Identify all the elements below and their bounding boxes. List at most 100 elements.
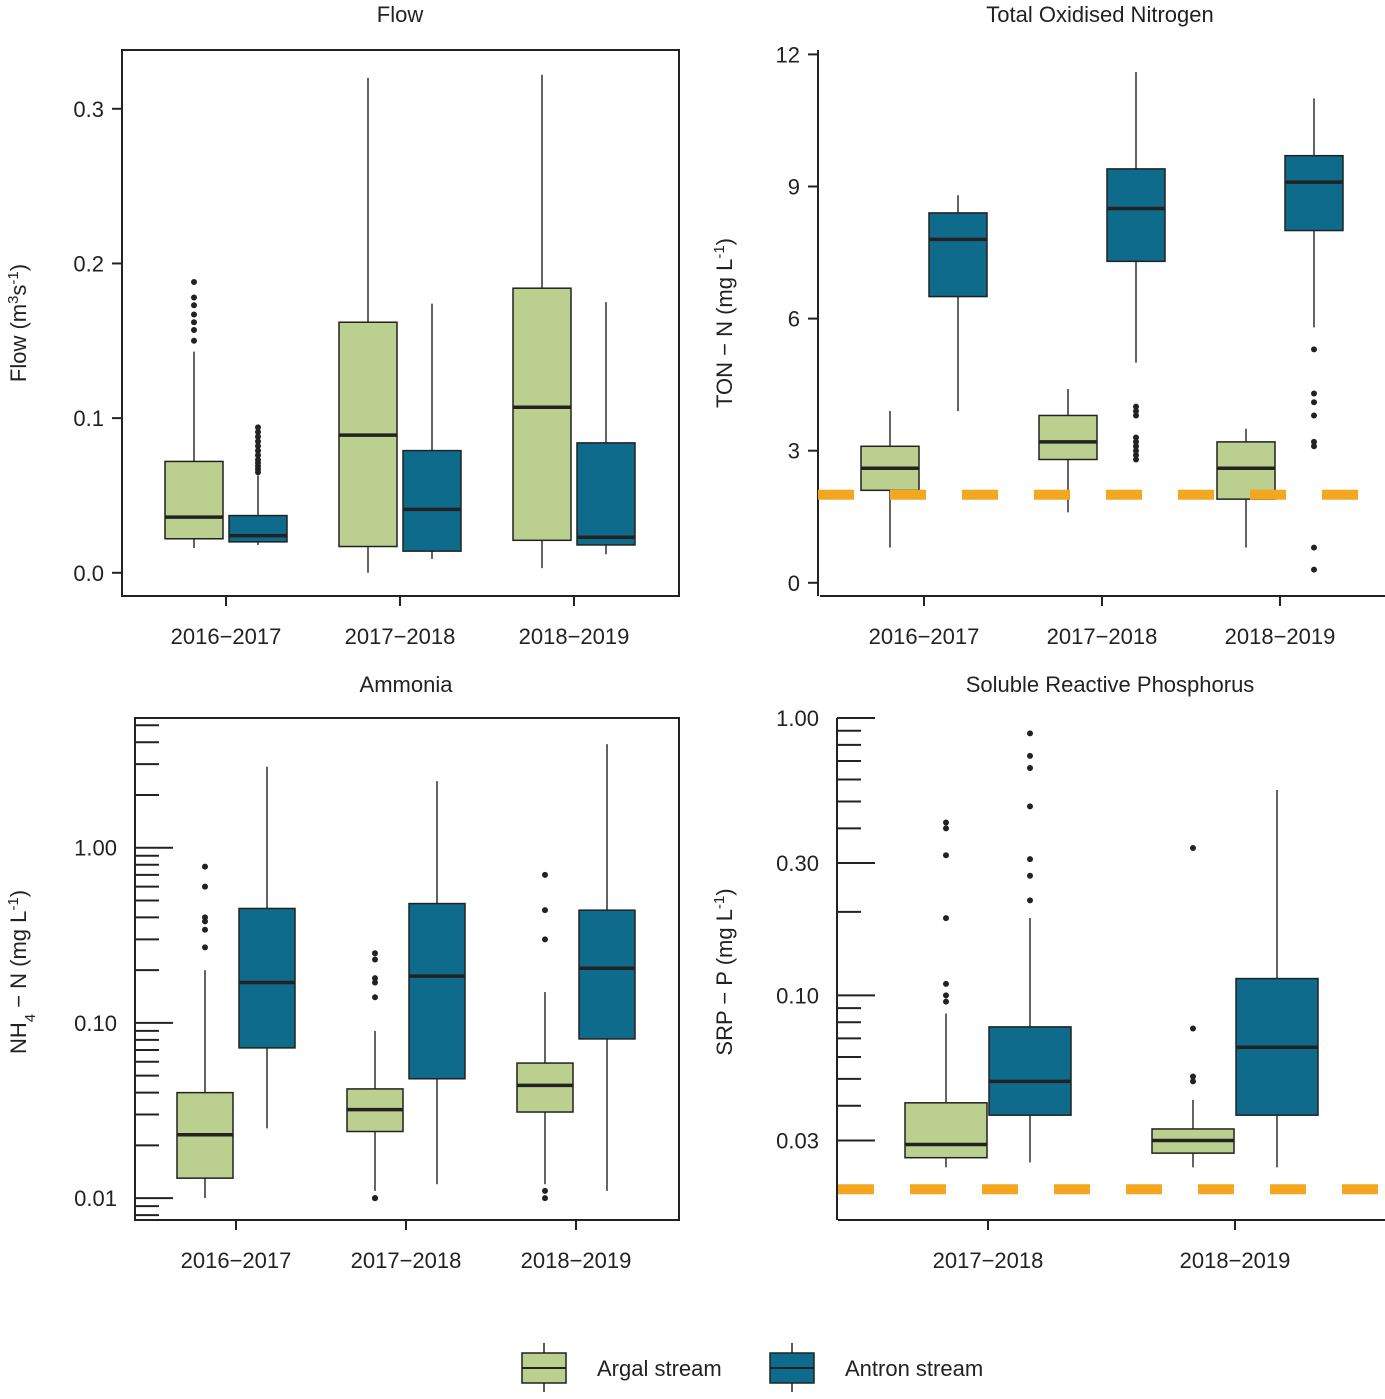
legend-label-antron: Antron stream [845,1356,983,1381]
outlier-point [1133,403,1139,410]
y-tick-label: 0.01 [74,1186,117,1211]
outlier-point [1027,856,1033,863]
outlier-point [1311,399,1317,406]
outlier-point [542,936,548,943]
argal-box-2 [338,77,398,573]
outlier-point [191,326,197,333]
outlier-point [1133,408,1139,415]
outlier-point [202,863,208,870]
y-tick-label: 0.10 [776,983,819,1008]
y-tick-label: 3 [788,439,800,464]
box-iqr [1284,154,1344,232]
outlier-point [202,926,208,933]
outlier-point [255,433,261,440]
outlier-point [255,456,261,463]
x-tick-label: 2016−2017 [181,1248,292,1273]
outlier-point [1311,544,1317,551]
y-tick-label: 0.3 [73,97,104,122]
box-iqr [402,449,462,552]
x-tick-label: 2018−2019 [1180,1248,1291,1273]
outlier-point [255,452,261,459]
argal-box-1 [176,863,234,1199]
panel-flow: Flow Flow (m3s-1) 0.0 0.1 0.2 0.3 2016−2017 2… [5,2,680,649]
outlier-point [372,950,378,957]
antron-box-2 [402,303,462,559]
outlier-point [191,337,197,344]
box-iqr [988,1026,1072,1116]
y-axis-label: Flow (m3s-1) [5,264,32,382]
outlier-point [191,294,197,301]
outlier-point [943,915,949,922]
panel-title: Soluble Reactive Phosphorus [966,672,1255,697]
antron-box-1 [238,766,296,1129]
outlier-point [1311,346,1317,353]
outlier-point [943,825,949,832]
outlier-point [542,871,548,878]
outlier-point [255,442,261,449]
outlier-point [1027,897,1033,904]
outlier-point [1311,443,1317,450]
box-iqr [928,212,988,298]
outlier-point [1311,390,1317,397]
outlier-point [191,279,197,286]
argal-box-3 [516,871,574,1202]
y-tick-label: 0.1 [73,406,104,431]
plot-area: 0 3 6 9 12 2016−2017 2017−2018 2018−2019 [776,42,1385,649]
outlier-point [255,424,261,431]
outlier-point [255,447,261,454]
outlier-point [1133,443,1139,450]
argal-box-2 [1151,844,1235,1168]
outlier-point [943,980,949,987]
x-tick-label: 2017−2018 [933,1248,1044,1273]
y-axis-label: NH4 − N (mg L-1) [5,890,39,1054]
box-iqr [408,902,466,1080]
outlier-point [202,914,208,921]
y-tick-label: 0.30 [776,851,819,876]
legend-item-argal: Argal stream [521,1343,722,1392]
outlier-point [943,819,949,826]
antron-box-1 [928,195,988,412]
plot-area: 0.03 0.10 0.30 1.00 2017−2018 2018−2019 [776,706,1385,1273]
x-tick-label: 2016−2017 [171,624,282,649]
argal-box-2 [1038,389,1098,513]
panel-title: Flow [377,2,424,27]
outlier-point [1133,456,1139,463]
outlier-point [943,992,949,999]
y-axis-label: SRP − P (mg L-1) [711,888,738,1055]
outlier-point [1133,412,1139,419]
outlier-point [1027,730,1033,737]
y-tick-label: 0.10 [74,1011,117,1036]
antron-box-3 [1284,98,1344,573]
box-iqr [164,460,224,540]
box-iqr [578,909,636,1040]
box-iqr [238,907,296,1049]
x-tick-label: 2017−2018 [345,624,456,649]
outlier-point [191,319,197,326]
y-axis-label: TON − N (mg L-1) [711,238,738,408]
y-tick-label: 6 [788,307,800,332]
panel-title: Total Oxidised Nitrogen [986,2,1213,27]
y-tick-label: 12 [776,42,800,67]
panel-ammonia: Ammonia NH4 − N (mg L-1) 0.01 0.10 1.00 201… [5,672,680,1273]
panel-srp: Soluble Reactive Phosphorus SRP − P (mg … [711,672,1385,1273]
antron-box-3 [578,744,636,1191]
outlier-point [1133,438,1139,445]
outlier-point [255,438,261,445]
box-iqr [512,287,572,542]
argal-box-3 [512,74,572,569]
outlier-point [202,883,208,890]
argal-box-1 [904,819,988,1168]
outlier-point [1190,1078,1196,1085]
outlier-point [1190,1025,1196,1032]
y-tick-label: 0.0 [73,561,104,586]
argal-box-1 [164,279,224,549]
outlier-point [542,1195,548,1202]
antron-box-3 [576,302,636,555]
outlier-point [1027,803,1033,810]
y-tick-label: 0.2 [73,251,104,276]
legend-item-antron: Antron stream [769,1343,983,1392]
outlier-point [1027,765,1033,772]
plot-area: 0.0 0.1 0.2 0.3 2016−2017 2017−2018 2018−2019 [73,49,680,649]
antron-box-2 [408,781,466,1185]
